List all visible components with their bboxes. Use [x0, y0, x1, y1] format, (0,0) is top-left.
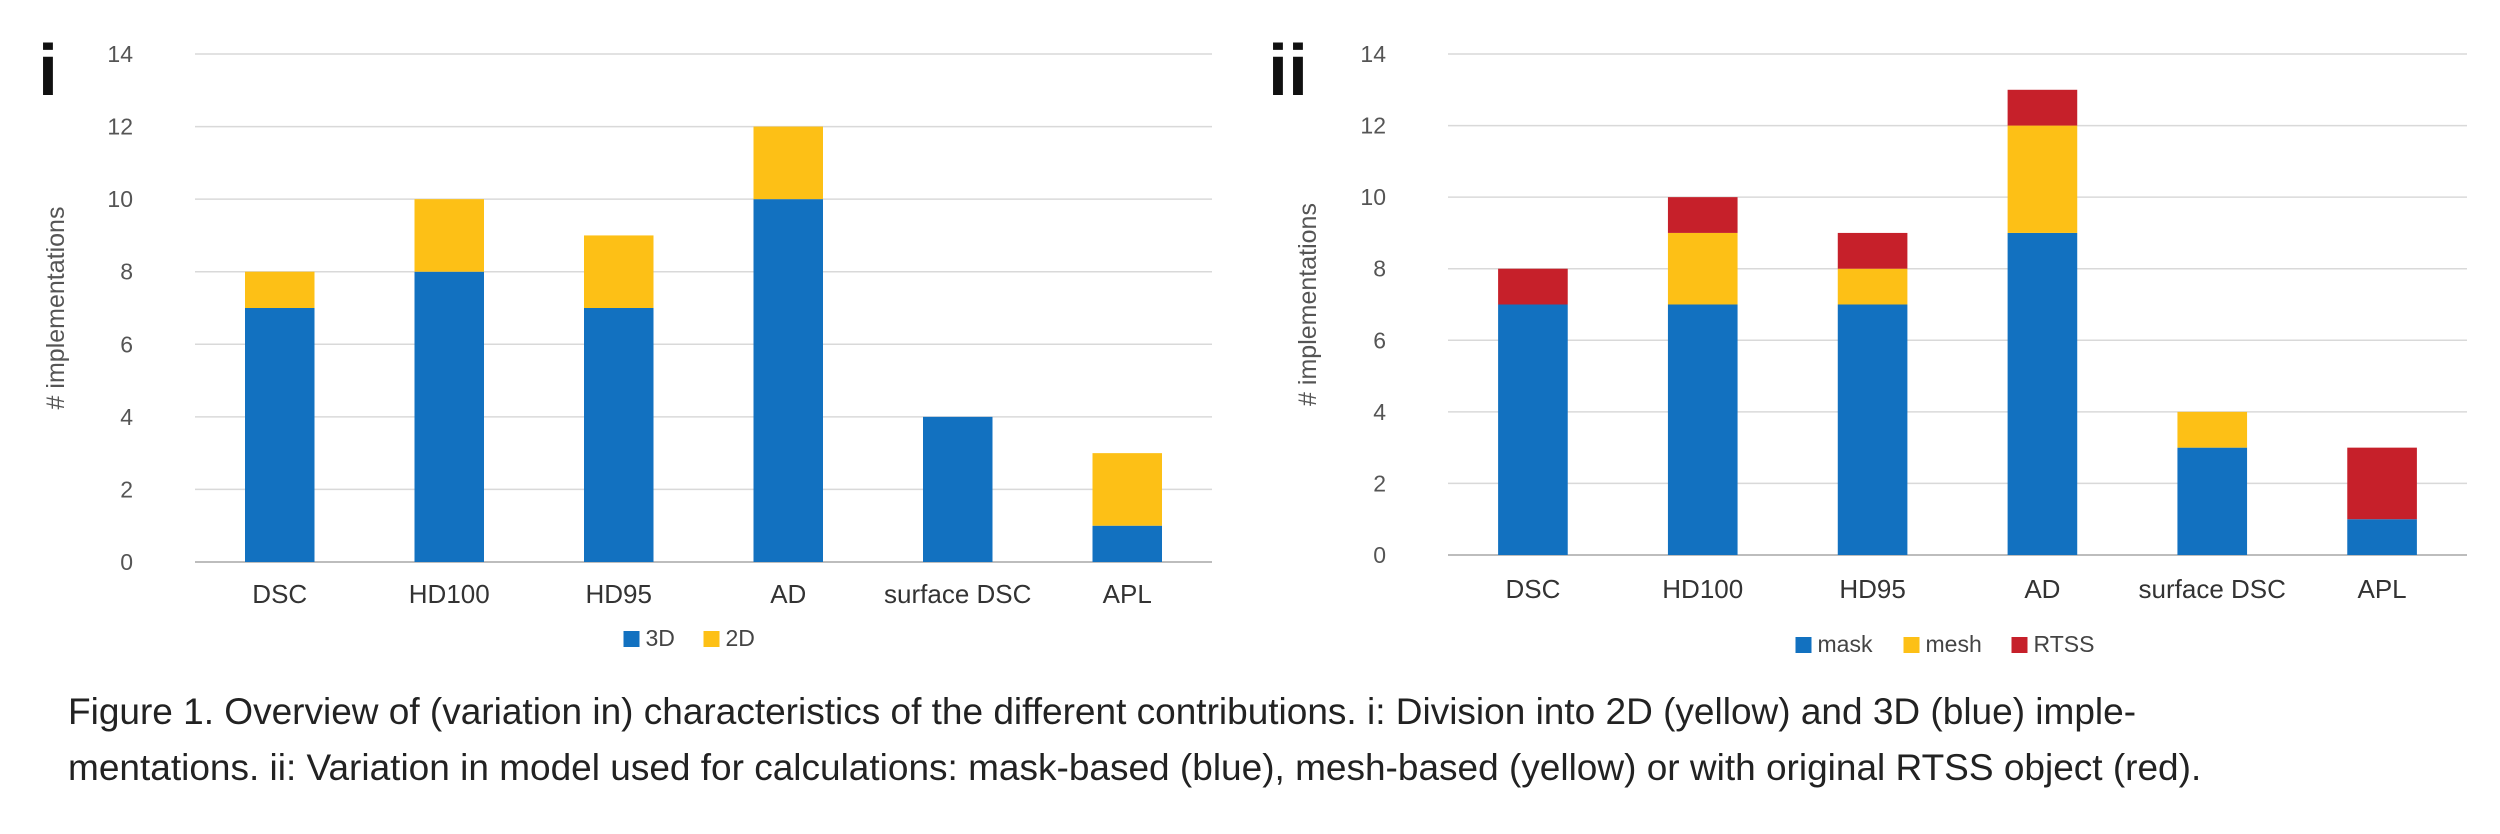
category-label: DSC [1505, 574, 1560, 604]
chart-panel-i: i 0 2 4 6 8 10 12 14 # implementations DSC HD100 HD9… [38, 31, 1212, 651]
bar-RTSS-HD100 [1667, 197, 1738, 233]
category-label: APL [1103, 579, 1152, 609]
bar-mesh-AD [2007, 125, 2078, 233]
legend-label-2D: 2D [726, 625, 755, 651]
legend-swatch-2D [703, 631, 720, 647]
bar-mesh-HD100 [1667, 232, 1738, 305]
category-label: AD [770, 579, 806, 609]
y-tick-label: 14 [1360, 41, 1386, 67]
y-tick-label: 8 [1373, 256, 1386, 282]
legend-swatch-mesh [1903, 637, 1920, 653]
y-axis-title: # implementations [42, 207, 70, 410]
legend-label-3D: 3D [646, 625, 675, 651]
y-tick-label: 4 [120, 404, 133, 430]
legend-label-RTSS: RTSS [2034, 631, 2095, 657]
caption-line-1: Figure 1. Overview of (variation in) cha… [68, 691, 2137, 732]
bar-3D-HD95 [584, 308, 654, 562]
legend-swatch-RTSS [2011, 637, 2028, 653]
panel-label: ii [1268, 31, 1308, 111]
y-tick-label: 8 [120, 259, 133, 285]
bar-RTSS-DSC [1498, 268, 1568, 305]
bar-mesh-HD95 [1837, 268, 1908, 305]
category-label: HD100 [1662, 574, 1743, 604]
panel-label: i [38, 31, 58, 111]
caption-line-2: mentations. ii: Variation in model used … [68, 747, 2202, 788]
bar-mask-HD100 [1667, 304, 1738, 555]
y-tick-label: 0 [1373, 542, 1386, 568]
bar-RTSS-AD [2007, 89, 2078, 126]
bar-mask-surface-DSC [2177, 447, 2248, 555]
category-label: surface DSC [884, 579, 1031, 609]
chart-panel-ii: ii 0 2 4 6 8 10 12 14 # implementations DSC HD100 HD… [1268, 31, 2467, 657]
y-axis-title: # implementations [1294, 203, 1322, 406]
y-tick-label: 2 [1373, 470, 1386, 496]
legend-swatch-3D [623, 631, 640, 647]
bar-3D-AD [753, 199, 823, 562]
bar-3D-HD100 [414, 271, 484, 562]
y-tick-label: 12 [1360, 113, 1386, 139]
bar-3D-DSC [245, 308, 315, 562]
category-label: AD [2024, 574, 2060, 604]
bar-mask-APL [2347, 519, 2417, 555]
bar-mask-AD [2007, 232, 2078, 555]
legend: mask mesh RTSS [1795, 631, 2095, 657]
y-tick-label: 10 [1360, 184, 1386, 210]
figure-caption: Figure 1. Overview of (variation in) cha… [68, 684, 2488, 796]
legend-label-mask: mask [1818, 631, 1873, 657]
y-tick-label: 0 [120, 549, 133, 575]
bar-RTSS-HD95 [1837, 232, 1908, 269]
y-tick-label: 4 [1373, 399, 1386, 425]
bar-3D-surface-DSC [923, 416, 993, 562]
legend-label-mesh: mesh [1926, 631, 1982, 657]
bar-mask-HD95 [1837, 304, 1908, 555]
bar-2D-HD95 [584, 235, 654, 308]
bar-RTSS-APL [2347, 447, 2417, 520]
bar-2D-AD [753, 126, 823, 200]
y-tick-label: 2 [120, 476, 133, 502]
category-label: HD95 [1839, 574, 1905, 604]
category-label: HD95 [586, 579, 652, 609]
bar-2D-APL [1092, 453, 1162, 526]
legend-swatch-mask [1795, 637, 1812, 653]
legend: 3D 2D [623, 625, 755, 651]
bar-mesh-surface-DSC [2177, 411, 2248, 448]
y-tick-label: 6 [120, 331, 133, 357]
y-tick-label: 12 [107, 114, 133, 140]
figure: i 0 2 4 6 8 10 12 14 # implementations DSC HD100 HD9… [38, 31, 2467, 657]
bar-2D-DSC [245, 271, 315, 308]
bar-3D-APL [1092, 525, 1162, 562]
y-tick-label: 14 [107, 41, 133, 67]
y-tick-label: 6 [1373, 327, 1386, 353]
bar-2D-HD100 [414, 199, 484, 272]
bar-mask-DSC [1498, 304, 1568, 555]
y-tick-label: 10 [107, 186, 133, 212]
category-label: HD100 [409, 579, 490, 609]
category-label: APL [2358, 574, 2407, 604]
category-label: DSC [252, 579, 307, 609]
category-label: surface DSC [2139, 574, 2286, 604]
